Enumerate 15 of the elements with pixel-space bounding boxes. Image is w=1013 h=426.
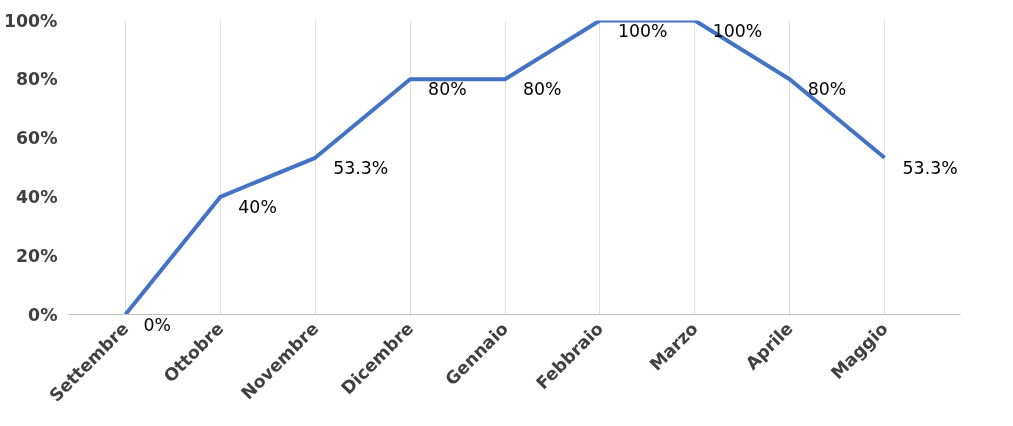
text: 80% [807, 79, 847, 100]
y-tick-label: 80% [16, 69, 58, 90]
text: 40% [238, 196, 277, 217]
y-tick-label: 60% [16, 128, 58, 149]
y-tick-label: 20% [16, 245, 58, 266]
y-tick-label: 0% [28, 304, 58, 325]
text: 53.3% [333, 157, 389, 178]
y-tick-label: 40% [16, 186, 58, 207]
text: 100% [617, 20, 668, 41]
text: 80% [523, 79, 562, 100]
text: 53.3% [902, 157, 958, 178]
text: 80% [428, 79, 467, 100]
y-tick-label: 100% [3, 10, 58, 31]
line-series [123, 20, 887, 315]
text: 100% [712, 20, 763, 41]
